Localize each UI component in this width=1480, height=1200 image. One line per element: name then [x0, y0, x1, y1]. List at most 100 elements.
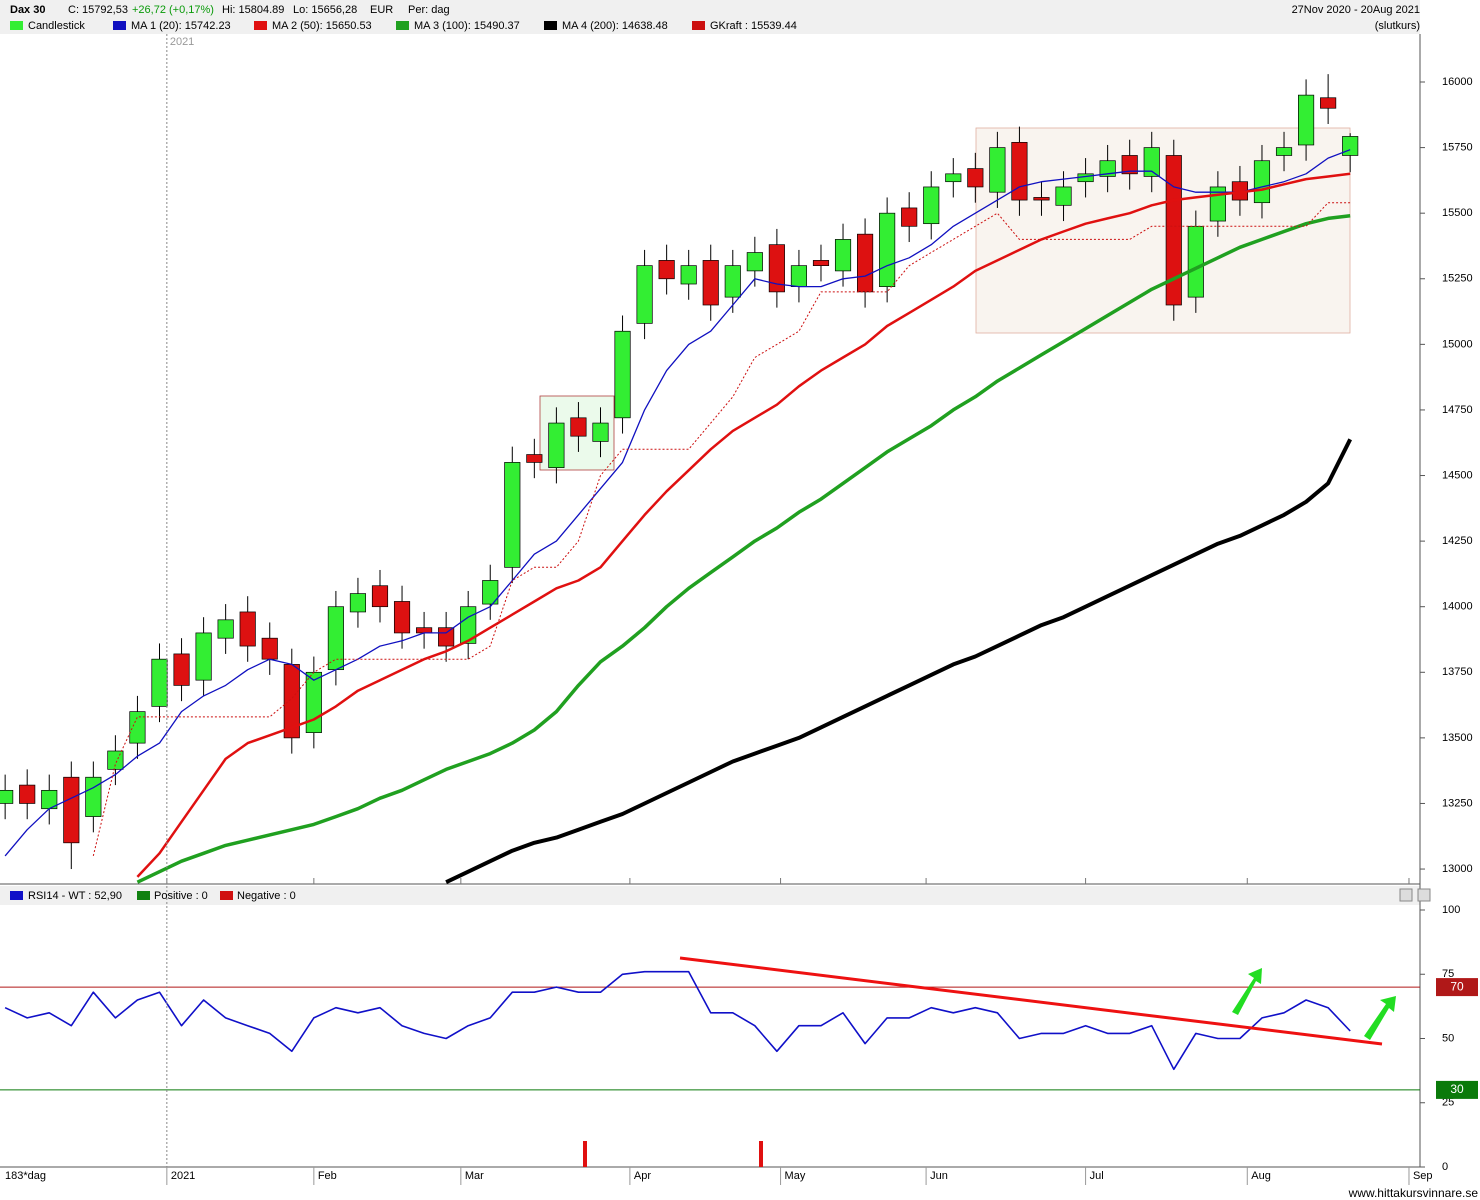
x-tick-label: Sep	[1413, 1170, 1433, 1182]
x-tick-label: Jun	[930, 1170, 948, 1182]
y-tick-label: 13000	[1442, 863, 1473, 875]
x-tick-label: Apr	[634, 1170, 651, 1182]
candle-body	[945, 173, 962, 183]
candle-body	[1121, 155, 1138, 175]
symbol: Dax 30	[10, 4, 45, 16]
close-icon[interactable]	[1417, 888, 1431, 902]
y-tick-label: 15000	[1442, 338, 1473, 350]
candle-body	[1055, 186, 1072, 206]
y-tick-label: 14750	[1442, 404, 1473, 416]
candle-body	[19, 784, 36, 804]
signal-bar	[583, 1141, 587, 1167]
y-tick-label: 15750	[1442, 142, 1473, 154]
legend-swatch	[10, 21, 23, 30]
candle-body	[526, 454, 543, 463]
y-tick-label: 15500	[1442, 207, 1473, 219]
settings-icon[interactable]	[1399, 888, 1413, 902]
candle-body	[702, 260, 719, 306]
candle-body	[0, 789, 14, 804]
candle-body	[614, 330, 631, 419]
rsi-header-bar	[0, 886, 1420, 905]
x-tick-label: May	[785, 1170, 806, 1182]
candle-body	[592, 422, 609, 442]
close: C: 15792,53	[68, 4, 128, 16]
candle-body	[482, 580, 499, 605]
price-plot	[0, 74, 1359, 884]
y-tick-label: 13750	[1442, 666, 1473, 678]
legend-swatch	[137, 891, 150, 900]
level-box	[1436, 978, 1478, 997]
y-tick-label: 25	[1442, 1097, 1454, 1109]
candle-body	[834, 239, 852, 272]
candle-body	[636, 265, 653, 324]
legend-label: Candlestick	[28, 20, 85, 32]
x-tick-label: Feb	[318, 1170, 337, 1182]
low: Lo: 15656,28	[293, 4, 357, 16]
legend-label: MA 4 (200): 14638.48	[562, 20, 668, 32]
candle-body	[85, 776, 102, 817]
candle-body	[1320, 97, 1337, 109]
ma-line	[136, 214, 1351, 884]
candle-body	[1099, 160, 1116, 177]
legend-swatch	[544, 21, 557, 30]
legend-swatch	[396, 21, 409, 30]
trend-line	[679, 956, 1383, 1046]
year-label: 2021	[170, 36, 194, 48]
candle-body	[239, 611, 256, 647]
level-label: 70	[1450, 979, 1464, 993]
candle-body	[1253, 160, 1271, 204]
candle-body	[393, 601, 411, 634]
candle-body	[327, 606, 344, 671]
candle-body	[1165, 155, 1182, 306]
change: +26,72 (+0,17%)	[132, 4, 214, 16]
candle-body	[658, 260, 675, 280]
candle-body	[1011, 141, 1028, 201]
y-tick-label: 14500	[1442, 469, 1473, 481]
y-tick-label: 13500	[1442, 732, 1473, 744]
ma-line	[445, 438, 1352, 884]
level-label: 30	[1450, 1082, 1464, 1096]
candle-body	[570, 417, 587, 437]
x-tick-label: 2021	[171, 1170, 195, 1182]
candle-body	[1275, 147, 1293, 156]
signal-bar	[759, 1141, 763, 1167]
rsi-line	[4, 970, 1351, 1071]
rsi-plot	[0, 970, 1420, 1091]
candle-body	[746, 252, 763, 272]
candle-body	[195, 632, 212, 681]
candle-body	[261, 637, 278, 660]
candle-body	[724, 265, 741, 298]
date-range: 27Nov 2020 - 20Aug 2021	[1292, 4, 1420, 16]
y-tick-label: 14000	[1442, 601, 1473, 613]
candle-body	[857, 233, 874, 293]
candle-body	[1033, 197, 1050, 201]
y-tick-label: 15250	[1442, 273, 1473, 285]
level-box	[1436, 1080, 1478, 1099]
candle-body	[349, 593, 367, 613]
candle-body	[548, 422, 565, 469]
y-tick-label: 13250	[1442, 797, 1473, 809]
candle-body	[901, 207, 918, 227]
candle-body	[923, 186, 940, 225]
candle-body	[504, 462, 521, 568]
range-box	[975, 127, 1351, 334]
candle-body	[371, 585, 389, 608]
candle-body	[63, 776, 80, 844]
candle-body	[107, 750, 124, 770]
candle-body	[305, 671, 322, 733]
candle-body	[1187, 225, 1204, 298]
y-tick-label: 14250	[1442, 535, 1473, 547]
candle-body	[812, 260, 830, 267]
candle-body	[768, 244, 785, 293]
legend-label: GKraft : 15539.44	[710, 20, 797, 32]
header-bar	[0, 0, 1420, 34]
candle-body	[438, 627, 455, 647]
candle-body	[989, 147, 1006, 193]
candle-body	[680, 265, 697, 285]
ma-line	[4, 149, 1351, 857]
y-tick-label: 50	[1442, 1032, 1454, 1044]
legend-label: Negative : 0	[237, 890, 296, 902]
legend-swatch	[113, 21, 126, 30]
candle-body	[217, 619, 234, 639]
